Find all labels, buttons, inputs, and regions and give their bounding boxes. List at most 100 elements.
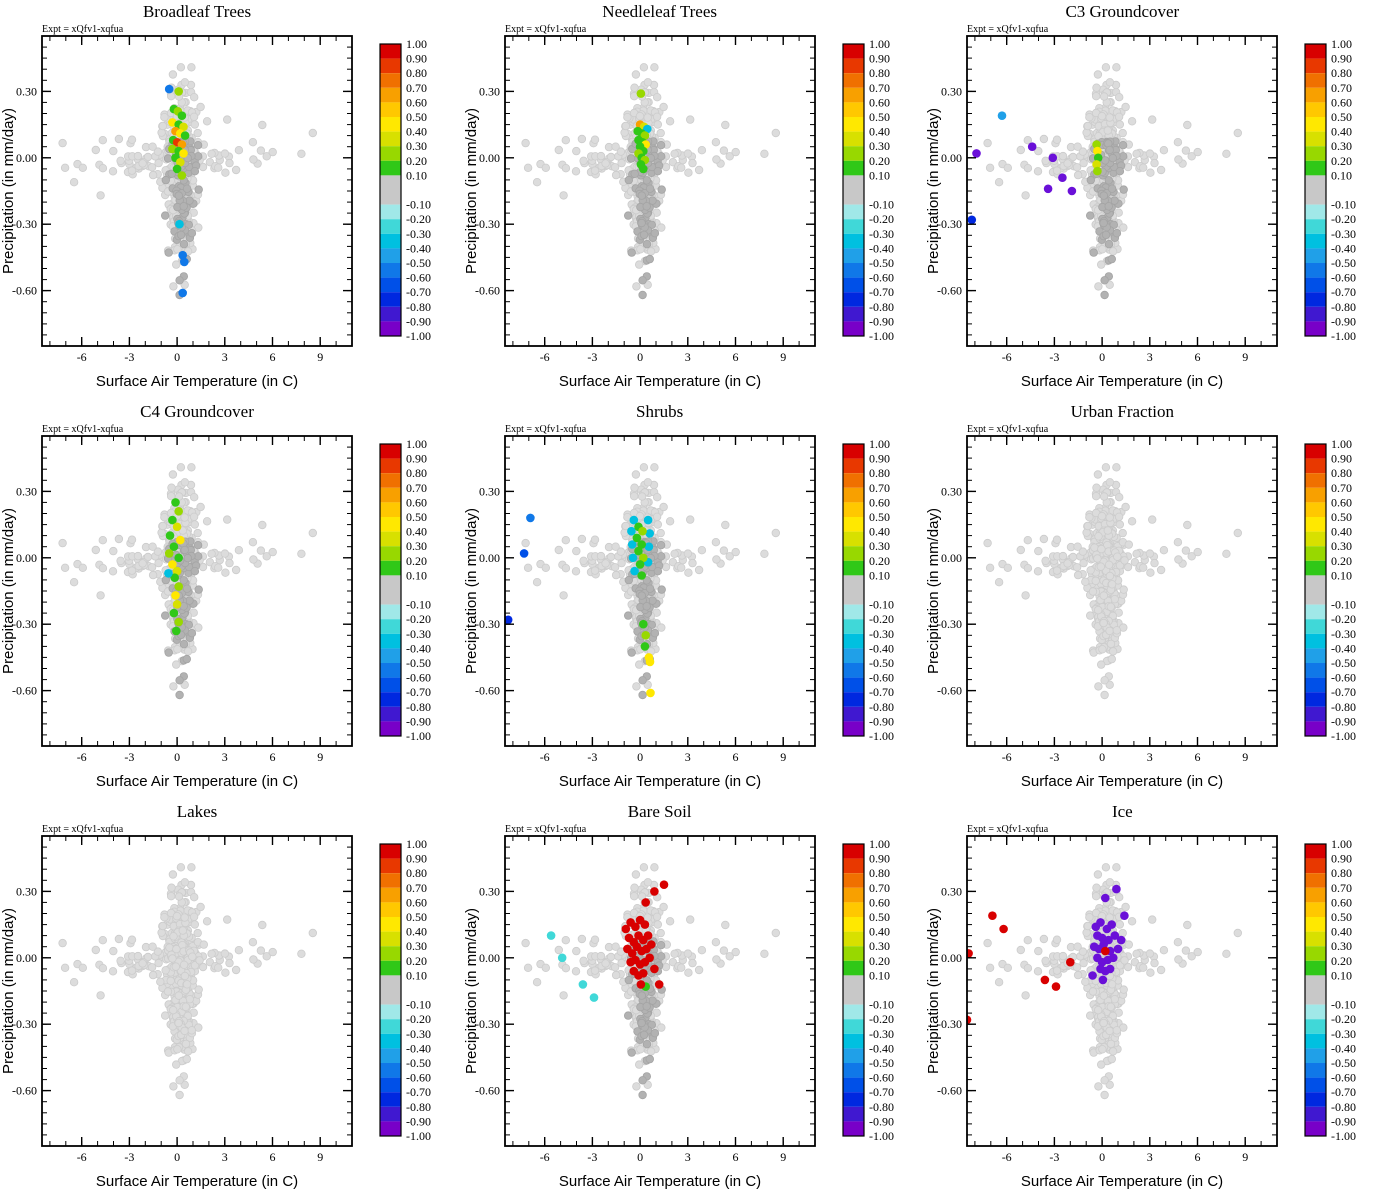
data-point-gray: [108, 967, 118, 976]
data-point-colored: [1067, 186, 1077, 196]
colorbar-segment: [380, 248, 401, 263]
colorbar-segment: [842, 204, 864, 220]
colorbar-label: -0.60: [406, 271, 431, 285]
data-point-gray: [1085, 112, 1094, 122]
data-point-gray: [643, 478, 652, 487]
data-point-gray: [207, 949, 216, 958]
colorbar-label: -0.80: [869, 300, 894, 314]
data-point-gray: [168, 870, 178, 879]
colorbar-label: 1.00: [869, 37, 890, 51]
colorbar-label: 0.60: [869, 95, 890, 109]
x-axis-label: Surface Air Temperature (in C): [96, 373, 298, 390]
data-point-gray: [1079, 547, 1088, 556]
colorbar-label: -0.60: [1331, 671, 1356, 685]
data-point-gray: [1074, 170, 1083, 180]
data-point-gray: [116, 956, 125, 965]
data-point-gray: [1024, 163, 1033, 173]
data-point-gray: [143, 952, 153, 962]
panel-c3-groundcover: C3 Groundcover Expt = xQfv1-xqfua -6 -3 0 3 6 9…: [925, 0, 1387, 400]
data-point-gray: [1120, 556, 1130, 565]
data-point-gray: [1128, 517, 1137, 526]
data-point-gray-dark: [642, 602, 651, 611]
data-point-gray: [1222, 549, 1231, 558]
data-point-gray: [1115, 520, 1125, 529]
x-tick-label: -6: [1002, 350, 1012, 364]
data-point-gray: [1139, 163, 1148, 172]
data-point-gray: [187, 463, 196, 472]
data-point-colored: [174, 582, 183, 591]
data-point-gray: [1106, 602, 1116, 611]
data-point-gray: [532, 177, 541, 187]
data-point-gray: [1024, 563, 1033, 573]
data-point-gray: [1086, 566, 1096, 575]
data-point-gray: [711, 155, 721, 164]
data-point-gray-dark: [1099, 191, 1109, 200]
colorbar-segment: [842, 677, 864, 693]
colorbar-label: -0.70: [1331, 685, 1356, 699]
colorbar-segment: [1305, 444, 1327, 459]
data-point-gray: [1112, 63, 1121, 72]
y-axis-label: Precipitation (in mm/day): [0, 508, 17, 674]
data-point-gray: [725, 552, 734, 561]
data-point-gray: [127, 535, 137, 544]
data-point-colored: [998, 111, 1007, 120]
colorbar-label: -0.40: [869, 641, 894, 655]
data-point-gray: [1182, 146, 1191, 155]
data-point-colored: [640, 131, 649, 140]
data-point-colored: [637, 526, 647, 536]
data-point-gray-dark: [656, 540, 665, 550]
points-layer: [983, 463, 1243, 700]
x-tick-label: 3: [684, 350, 690, 364]
data-point-gray: [771, 528, 780, 538]
data-point-gray: [91, 545, 100, 555]
data-point-gray: [148, 142, 157, 151]
data-point-gray: [156, 977, 165, 986]
data-point-gray-dark: [637, 591, 646, 600]
data-point-gray: [986, 563, 995, 572]
colorbar-frame: [842, 43, 865, 337]
colorbar-segment: [380, 87, 401, 103]
colorbar-segment: [380, 458, 401, 474]
data-point-gray: [665, 117, 674, 126]
colorbar-label: -0.80: [1331, 700, 1356, 714]
x-tick-label: 9: [1243, 350, 1249, 364]
colorbar-segment: [380, 146, 401, 161]
colorbar-label: -0.90: [406, 714, 431, 728]
data-point-gray: [189, 112, 199, 121]
data-point-gray: [1094, 605, 1103, 615]
data-point-gray: [109, 546, 118, 556]
data-point-gray-dark: [182, 654, 191, 664]
data-point-colored: [176, 535, 185, 545]
data-point-gray: [222, 515, 232, 524]
data-point-colored: [638, 164, 648, 174]
data-point-gray-dark: [623, 211, 633, 220]
data-point-gray: [248, 137, 258, 147]
data-point-gray: [1099, 591, 1109, 600]
data-point-gray-dark: [1102, 230, 1111, 240]
data-point-colored: [180, 131, 190, 140]
x-tick-label: 9: [1243, 750, 1249, 764]
data-point-gray-dark: [1119, 140, 1128, 150]
data-point-gray: [771, 128, 780, 138]
colorbar-label: 0.70: [1331, 481, 1352, 495]
data-point-gray-dark: [637, 218, 646, 228]
data-point-gray: [1063, 159, 1073, 168]
scatter-plot: Expt = xQfv1-xqfua-6 -3 0 3 6 90.300.00-0.30-…: [0, 824, 431, 1190]
data-point-gray: [180, 78, 190, 87]
colorbar-label: -0.20: [869, 212, 894, 226]
colorbar-segment: [842, 692, 864, 707]
data-point-gray: [1105, 513, 1115, 522]
colorbar-label: 0.60: [1331, 495, 1352, 509]
colorbar-label: 0.20: [1331, 554, 1352, 568]
data-point-gray-dark: [187, 628, 197, 638]
data-point-gray-dark: [1104, 202, 1114, 211]
data-point-gray: [590, 566, 599, 575]
colorbar-segment: [842, 517, 864, 532]
x-tick-label: -6: [1002, 750, 1012, 764]
y-tick-label: -0.60: [12, 684, 37, 698]
colorbar-segment: [1305, 531, 1327, 547]
colorbar-segment: [380, 517, 401, 532]
colorbar-label: -0.50: [406, 656, 431, 670]
colorbar-frame: [1304, 43, 1327, 337]
